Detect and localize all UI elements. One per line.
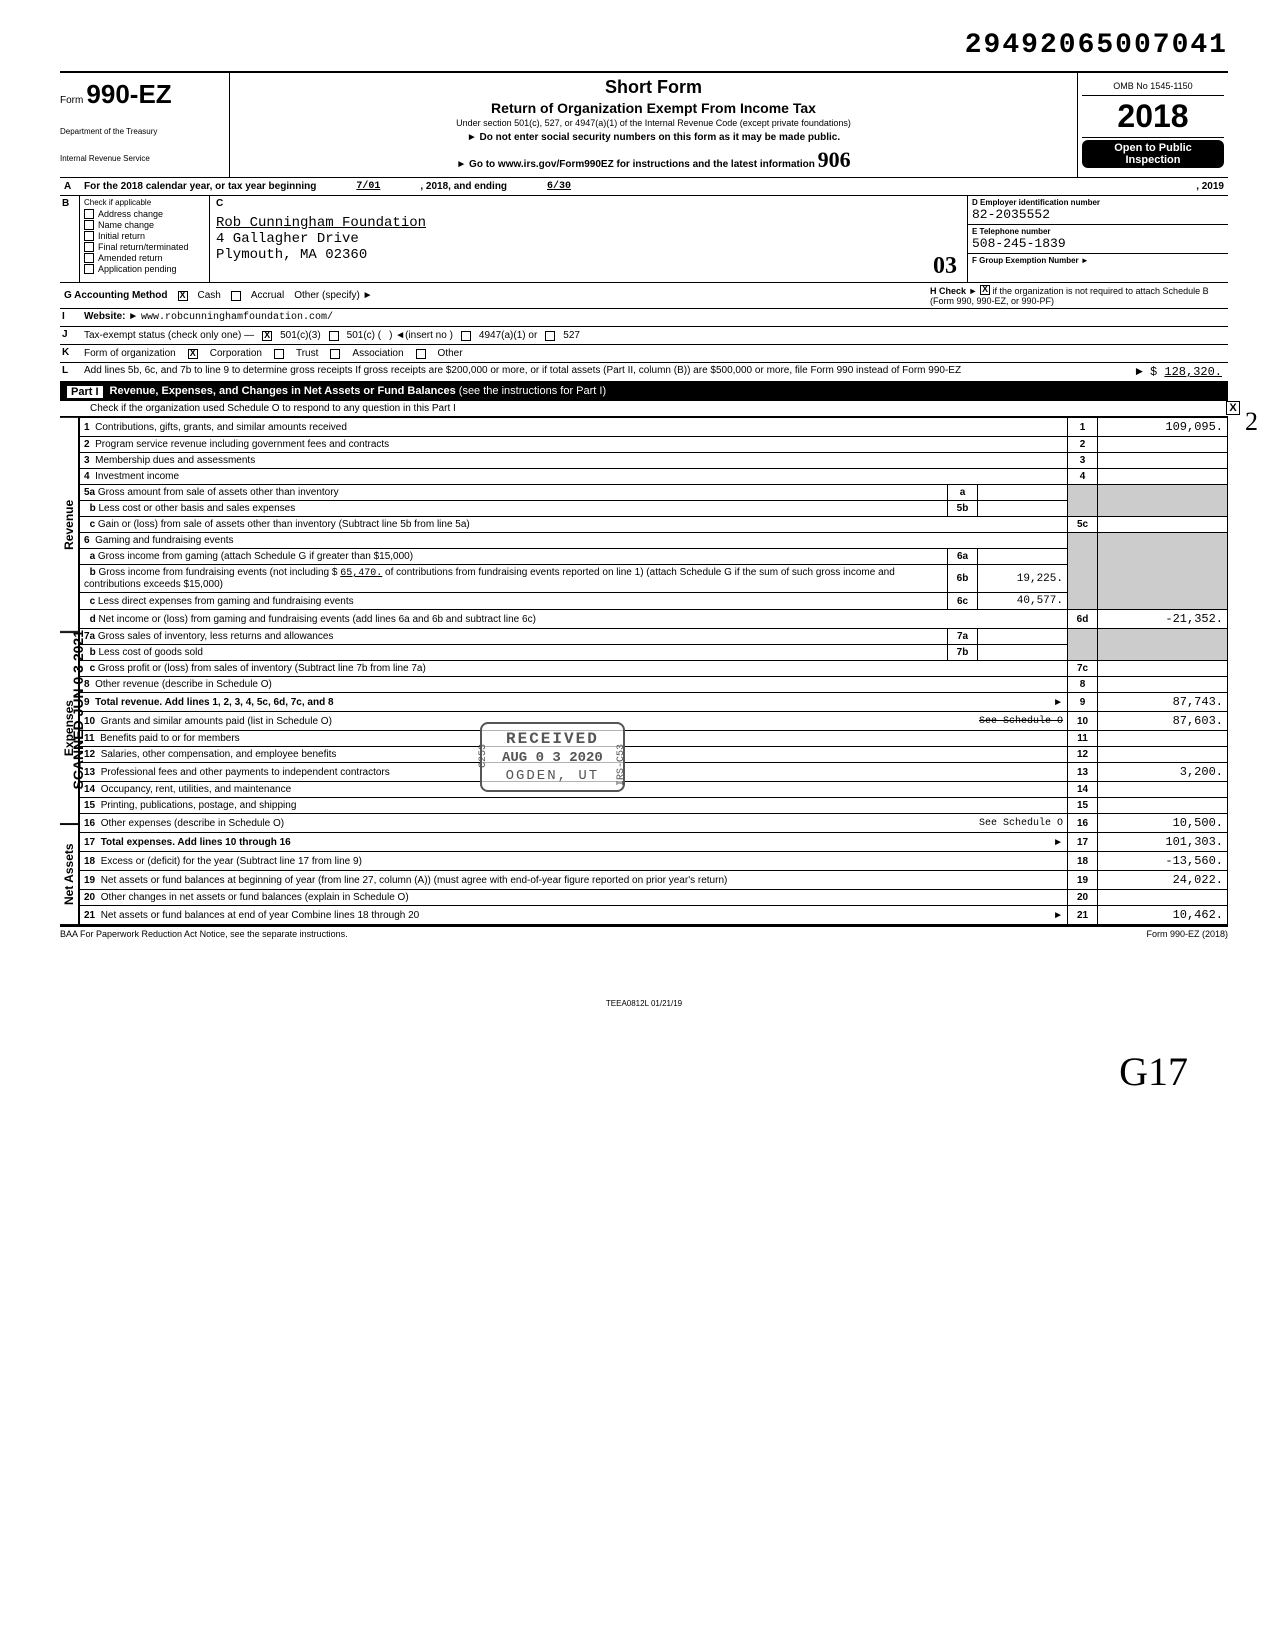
dept-treasury: Department of the Treasury	[60, 128, 221, 137]
title-arrow1: ► Do not enter social security numbers o…	[240, 132, 1067, 143]
form-number-cell: Form 990-EZ Department of the Treasury I…	[60, 73, 230, 177]
cb-sched-b-not-required[interactable]	[980, 285, 990, 295]
dept-irs: Internal Revenue Service	[60, 155, 221, 164]
open-public-badge: Open to Public Inspection	[1082, 140, 1224, 168]
cb-501c[interactable]	[329, 331, 339, 341]
tax-year: 2018	[1082, 96, 1224, 138]
title-subtitle: Return of Organization Exempt From Incom…	[240, 100, 1067, 116]
cb-association[interactable]	[330, 349, 340, 359]
gross-receipts: 128,320.	[1164, 365, 1222, 379]
signature-906: 906	[818, 147, 851, 172]
line13-amt: 3,200.	[1098, 763, 1228, 782]
handwritten-2: 2	[1245, 407, 1258, 437]
financial-section: Revenue Expenses Net Assets 1 Contributi…	[60, 417, 1228, 925]
row-a: A For the 2018 calendar year, or tax yea…	[60, 178, 1228, 196]
footer-right: Form 990-EZ (2018)	[1146, 929, 1228, 939]
form-number: 990-EZ	[86, 79, 171, 109]
cb-trust[interactable]	[274, 349, 284, 359]
sidebar-revenue: Revenue	[60, 417, 79, 632]
cb-4947[interactable]	[461, 331, 471, 341]
top-document-id: 29492065007041	[60, 30, 1228, 61]
label-a: A	[64, 181, 84, 192]
line1-amt: 109,095.	[1098, 418, 1228, 437]
title-under: Under section 501(c), 527, or 4947(a)(1)…	[240, 118, 1067, 128]
cb-corporation[interactable]	[188, 349, 198, 359]
line6c-amt: 40,577.	[978, 593, 1068, 610]
year-end: 6/30	[547, 181, 571, 192]
cb-schedule-o[interactable]: X	[1226, 401, 1240, 415]
line10-amt: 87,603.	[1098, 712, 1228, 731]
part1-sub: Check if the organization used Schedule …	[60, 401, 1228, 417]
row-g: G Accounting Method Cash Accrual Other (…	[60, 283, 1228, 309]
footer-left: BAA For Paperwork Reduction Act Notice, …	[60, 929, 348, 939]
bottom-signature: G17	[60, 1048, 1228, 1095]
form-page: SCANNED JUN 0 3 2021 29492065007041 Form…	[60, 30, 1228, 1095]
handwritten-03: 03	[933, 253, 957, 280]
cb-final-return[interactable]	[84, 242, 94, 252]
org-addr2: Plymouth, MA 02360	[216, 247, 961, 263]
line16-amt: 10,500.	[1098, 814, 1228, 833]
line18-amt: -13,560.	[1098, 852, 1228, 871]
year-cell: OMB No 1545-1150 2018 Open to Public Ins…	[1078, 73, 1228, 177]
cb-address-change[interactable]	[84, 209, 94, 219]
org-addr1: 4 Gallagher Drive	[216, 231, 961, 247]
line17-amt: 101,303.	[1098, 833, 1228, 852]
row-i: I Website: ► www.robcunninghamfoundation…	[60, 309, 1228, 327]
title-cell: Short Form Return of Organization Exempt…	[230, 73, 1078, 177]
cb-cash[interactable]	[178, 291, 188, 301]
row-j: J Tax-exempt status (check only one) — 5…	[60, 327, 1228, 345]
cb-name-change[interactable]	[84, 220, 94, 230]
line9-amt: 87,743.	[1098, 693, 1228, 712]
sidebar-expenses: Expenses	[60, 632, 79, 824]
cb-initial-return[interactable]	[84, 231, 94, 241]
sidebar-netassets: Net Assets	[60, 824, 79, 925]
ein: 82-2035552	[972, 207, 1224, 222]
line19-amt: 24,022.	[1098, 871, 1228, 890]
cb-amended[interactable]	[84, 253, 94, 263]
footer-mid: TEEA0812L 01/21/19	[60, 999, 1228, 1008]
section-bcd: B Check if applicable Address change Nam…	[60, 196, 1228, 283]
row-k: K Form of organization Corporation Trust…	[60, 345, 1228, 363]
part1-header: Part I Revenue, Expenses, and Changes in…	[60, 383, 1228, 401]
omb-number: OMB No 1545-1150	[1082, 77, 1224, 96]
line6d-amt: -21,352.	[1098, 610, 1228, 629]
cb-accrual[interactable]	[231, 291, 241, 301]
form-prefix: Form	[60, 95, 83, 106]
phone: 508-245-1839	[972, 236, 1224, 251]
col-c: C Rob Cunningham Foundation 4 Gallagher …	[210, 196, 968, 282]
year-begin: 7/01	[356, 181, 380, 192]
website: www.robcunninghamfoundation.com/	[141, 312, 333, 323]
row-l: L Add lines 5b, 6c, and 7b to line 9 to …	[60, 363, 1228, 383]
title-short-form: Short Form	[240, 77, 1067, 98]
cb-other-org[interactable]	[416, 349, 426, 359]
cb-527[interactable]	[545, 331, 555, 341]
org-name: Rob Cunningham Foundation	[216, 215, 961, 231]
cb-app-pending[interactable]	[84, 264, 94, 274]
cb-501c3[interactable]	[262, 331, 272, 341]
title-arrow2: ► Go to www.irs.gov/Form990EZ for instru…	[240, 147, 1067, 173]
line6b-amt: 19,225.	[978, 565, 1068, 593]
financial-table: 1 Contributions, gifts, grants, and simi…	[79, 417, 1228, 925]
label-b: B	[60, 196, 80, 282]
footer: BAA For Paperwork Reduction Act Notice, …	[60, 925, 1228, 939]
line21-amt: 10,462.	[1098, 906, 1228, 925]
form-header: Form 990-EZ Department of the Treasury I…	[60, 71, 1228, 178]
col-d: D Employer identification number 82-2035…	[968, 196, 1228, 282]
col-b-checks: Check if applicable Address change Name …	[80, 196, 210, 282]
